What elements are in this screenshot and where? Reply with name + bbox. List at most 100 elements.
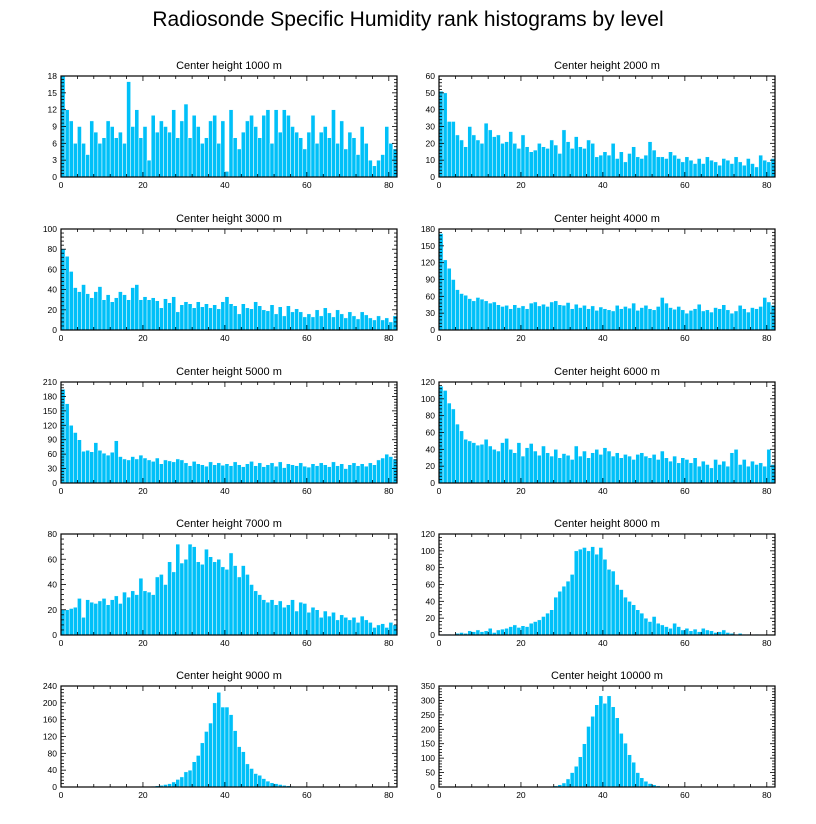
histogram-bar	[475, 444, 481, 484]
histogram-bar	[651, 309, 657, 331]
histogram-bar	[733, 449, 739, 484]
histogram-bar	[438, 233, 444, 331]
histogram-bar	[105, 454, 111, 484]
histogram-bar	[310, 316, 316, 331]
histogram-bar	[85, 154, 90, 178]
histogram-bar	[286, 115, 291, 178]
histogram-bar	[89, 601, 95, 636]
y-tick-label: 120	[421, 529, 435, 539]
x-tick-label: 60	[680, 486, 690, 496]
histogram-bar	[631, 761, 636, 788]
histogram-bar	[77, 439, 82, 484]
histogram-bar	[578, 455, 583, 484]
histogram-bar	[228, 714, 234, 788]
histogram-bar	[314, 465, 320, 484]
y-tick-label: 60	[426, 428, 436, 438]
histogram-bar	[277, 600, 283, 636]
histogram-bar	[204, 137, 209, 178]
histogram-bar	[171, 461, 176, 484]
histogram-bar	[109, 599, 115, 636]
histogram-bar	[762, 159, 768, 178]
histogram-bar	[290, 599, 295, 636]
histogram-bar	[318, 462, 324, 484]
histogram-bar	[451, 121, 456, 178]
histogram-bar	[664, 302, 669, 331]
histogram-bar	[524, 308, 530, 331]
histogram-bar	[200, 143, 205, 178]
histogram-bar	[167, 561, 172, 636]
histogram-bar	[241, 751, 246, 788]
y-tick-label: 150	[421, 739, 435, 749]
histogram-bar	[114, 595, 119, 636]
y-tick-label: 50	[426, 768, 436, 778]
histogram-bar	[573, 765, 579, 788]
histogram-bar	[372, 319, 377, 331]
histogram-bar	[224, 706, 230, 788]
histogram-bar	[294, 131, 299, 178]
histogram-bar	[376, 459, 381, 484]
histogram-bar	[516, 442, 522, 484]
histogram-bar	[216, 308, 222, 331]
histogram-bar	[302, 465, 308, 484]
histogram-bar	[614, 452, 620, 484]
histogram-bar	[631, 302, 636, 331]
histogram-bar	[475, 297, 481, 331]
histogram-bar	[565, 778, 571, 788]
histogram-bar	[249, 115, 254, 178]
y-tick-label: 0	[52, 478, 57, 488]
histogram-bar	[368, 159, 373, 178]
histogram-bar	[709, 311, 714, 331]
histogram-bar	[573, 136, 579, 178]
histogram-bar	[286, 463, 291, 484]
histogram-bar	[721, 158, 727, 178]
histogram-bar	[578, 756, 583, 788]
x-tick-label: 80	[384, 486, 394, 496]
histogram-bar	[549, 609, 554, 636]
histogram-bar	[582, 305, 587, 331]
histogram-bar	[705, 309, 710, 331]
panel-title: Center height 7000 m	[176, 518, 282, 530]
histogram-bar	[717, 464, 722, 484]
histogram-bar	[492, 301, 497, 331]
histogram-bar	[134, 109, 140, 178]
x-tick-label: 0	[59, 790, 64, 800]
histogram-bar	[561, 782, 567, 788]
histogram-bar	[245, 120, 250, 178]
histogram-bar	[171, 296, 176, 331]
histogram-bar	[512, 624, 518, 636]
plot-frame	[60, 381, 398, 484]
histogram-bar	[598, 154, 604, 178]
histogram-bar	[77, 598, 82, 636]
panel-title: Center height 8000 m	[554, 518, 660, 530]
histogram-bar	[241, 565, 246, 636]
histogram-bar	[257, 774, 263, 788]
histogram-bar	[672, 455, 677, 484]
histogram-bar	[368, 317, 373, 331]
histogram-bar	[187, 137, 193, 178]
x-tick-label: 40	[220, 486, 230, 496]
histogram-bar	[142, 126, 148, 178]
histogram-bar	[627, 754, 632, 788]
panel-4: Center height 4000 m 0 30 60 90 120 150 180 0 20 4…	[421, 213, 776, 343]
histogram-bar	[504, 438, 509, 484]
histogram-bar	[310, 115, 316, 178]
histogram-bar	[159, 120, 164, 178]
histogram-bar	[737, 464, 743, 484]
histogram-bar	[705, 156, 710, 178]
histogram-bar	[557, 457, 563, 484]
x-tick-label: 60	[302, 180, 312, 190]
histogram-bar	[384, 126, 390, 178]
panel-7: Center height 7000 m 0 20 40 60 80 0 20 40 60 80	[48, 518, 398, 648]
figure-title: Radiosonde Specific Humidity rank histog…	[152, 8, 664, 31]
histogram-bar	[175, 137, 181, 178]
x-tick-label: 40	[598, 638, 608, 648]
histogram-bar	[138, 137, 144, 178]
histogram-bar	[154, 457, 160, 484]
histogram-bar	[766, 301, 772, 331]
histogram-bar	[363, 465, 369, 484]
histogram-bar	[586, 457, 591, 484]
histogram-bar	[380, 623, 385, 636]
histogram-bar	[179, 120, 185, 178]
histogram-bar	[68, 425, 74, 484]
histogram-bar	[118, 603, 123, 636]
